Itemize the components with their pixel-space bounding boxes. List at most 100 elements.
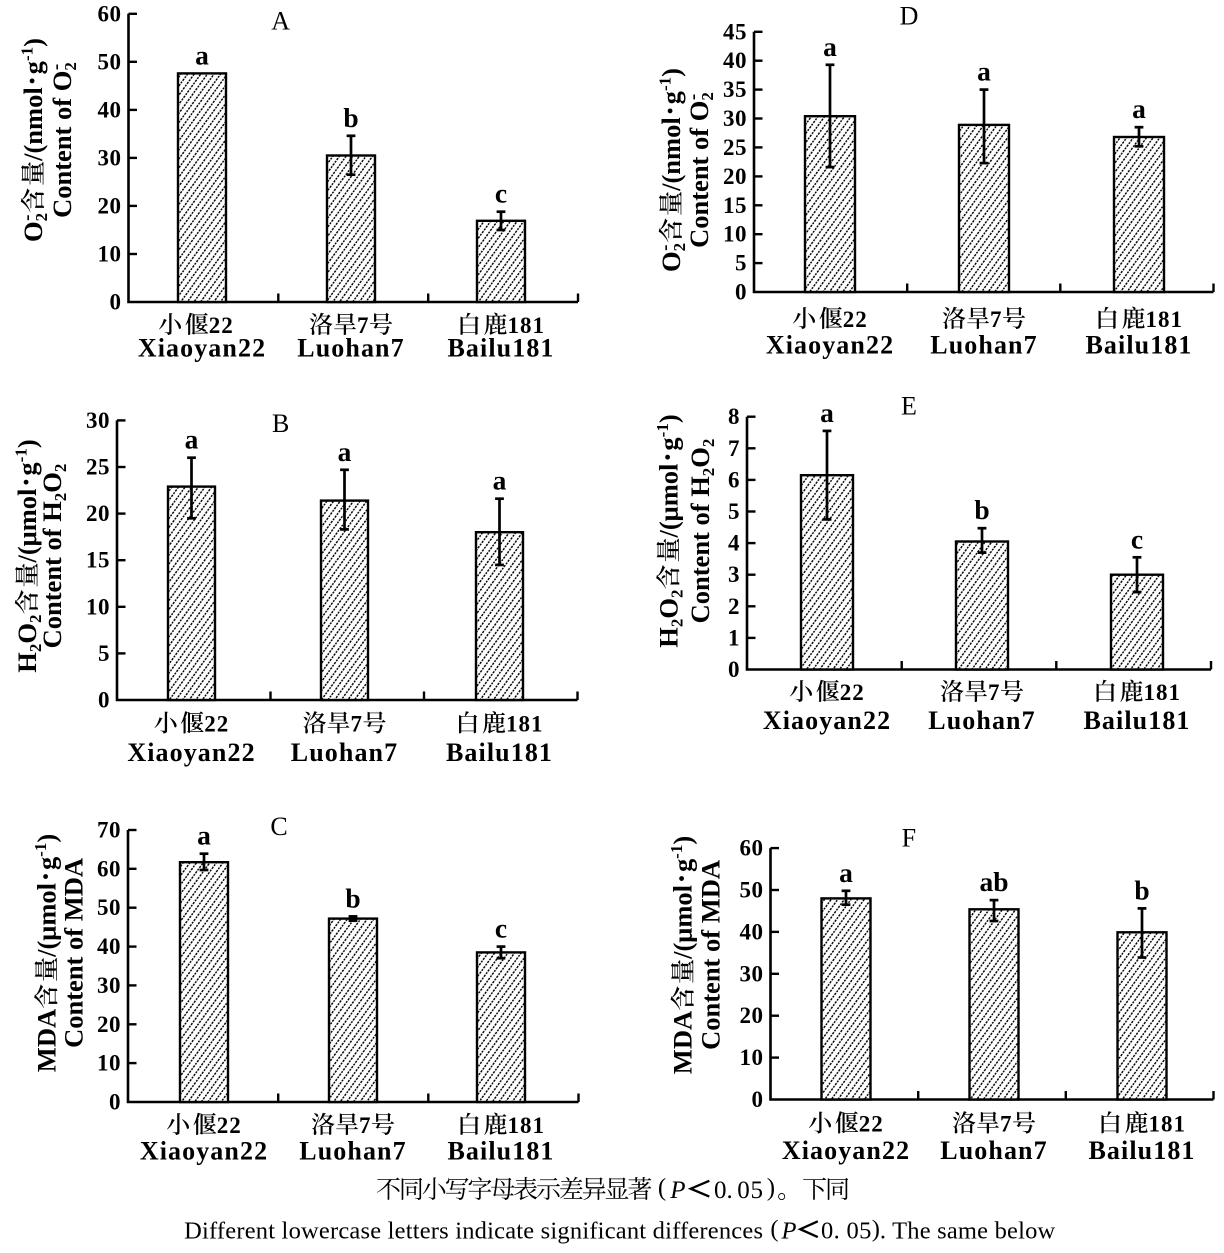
svg-text:Different lowercase letters in: Different lowercase letters indicate sig… xyxy=(184,1218,763,1245)
svg-text:): ) xyxy=(872,1216,880,1243)
svg-text:2: 2 xyxy=(698,92,717,101)
svg-text:a: a xyxy=(839,857,853,888)
svg-text:): ) xyxy=(767,1175,775,1202)
svg-text:Luohan7: Luohan7 xyxy=(930,331,1037,360)
svg-text:-: - xyxy=(654,245,675,251)
svg-text:D: D xyxy=(900,2,919,31)
svg-text:2: 2 xyxy=(51,493,70,502)
svg-text:c: c xyxy=(1131,523,1143,554)
svg-text:C: C xyxy=(270,812,287,841)
svg-text:7: 7 xyxy=(990,307,1002,332)
svg-text:0: 0 xyxy=(98,688,110,713)
svg-text:20: 20 xyxy=(86,501,110,526)
svg-text:7: 7 xyxy=(351,712,363,737)
svg-text:2: 2 xyxy=(26,644,45,653)
svg-text:Bailu181: Bailu181 xyxy=(447,1137,554,1166)
svg-text:40: 40 xyxy=(740,919,764,944)
svg-text:a: a xyxy=(185,424,199,455)
svg-text:MDA: MDA xyxy=(668,1011,698,1074)
svg-text:/(μmol: /(μmol xyxy=(12,489,42,564)
svg-text:7: 7 xyxy=(728,436,740,461)
svg-text:): ) xyxy=(31,834,61,843)
svg-text:-1: -1 xyxy=(11,448,30,462)
svg-text:5: 5 xyxy=(728,499,740,524)
svg-text:0: 0 xyxy=(110,290,122,315)
svg-text:70: 70 xyxy=(97,818,121,843)
svg-text:b: b xyxy=(974,494,989,525)
svg-text:/(μmol: /(μmol xyxy=(31,883,61,958)
svg-text:2: 2 xyxy=(61,62,80,71)
svg-text:-1: -1 xyxy=(655,77,674,91)
svg-text:P: P xyxy=(669,1177,685,1204)
svg-text:15: 15 xyxy=(86,548,110,573)
svg-text:22: 22 xyxy=(209,313,234,338)
svg-text:O: O xyxy=(37,472,67,493)
svg-text:a: a xyxy=(977,56,991,87)
svg-text:P: P xyxy=(781,1218,797,1245)
svg-text:a: a xyxy=(493,465,507,496)
svg-text:(: ( xyxy=(770,1216,778,1243)
svg-text:-1: -1 xyxy=(31,843,50,857)
svg-text:25: 25 xyxy=(86,455,110,480)
svg-text:40: 40 xyxy=(98,97,122,122)
svg-text:): ) xyxy=(12,439,42,448)
svg-text:10: 10 xyxy=(86,594,110,619)
svg-text:O: O xyxy=(653,598,683,619)
svg-text:20: 20 xyxy=(98,193,122,218)
svg-text:(: ( xyxy=(658,1175,666,1202)
svg-text:10: 10 xyxy=(740,1045,764,1070)
svg-text:Bailu181: Bailu181 xyxy=(447,334,554,363)
svg-text:H: H xyxy=(12,652,42,673)
svg-text:E: E xyxy=(901,391,917,420)
svg-text:Bailu181: Bailu181 xyxy=(446,738,553,767)
svg-text:3: 3 xyxy=(728,562,740,587)
svg-text:-: - xyxy=(46,64,67,70)
svg-text:60: 60 xyxy=(740,836,764,861)
svg-text:·: · xyxy=(29,871,62,881)
svg-text:g: g xyxy=(18,61,48,74)
svg-text:22: 22 xyxy=(217,1113,242,1138)
svg-text:Luohan7: Luohan7 xyxy=(940,1136,1047,1165)
svg-text:181: 181 xyxy=(506,712,544,737)
svg-text:0: 0 xyxy=(728,657,740,682)
svg-text:Xiaoyan22: Xiaoyan22 xyxy=(138,334,266,363)
svg-text:Xiaoyan22: Xiaoyan22 xyxy=(766,331,894,360)
svg-text:g: g xyxy=(656,91,686,104)
svg-text:/(μmol: /(μmol xyxy=(653,464,683,539)
svg-text:Bailu181: Bailu181 xyxy=(1083,706,1190,735)
svg-text:181: 181 xyxy=(508,1113,546,1138)
svg-text:6: 6 xyxy=(728,467,740,492)
svg-text:-: - xyxy=(16,215,37,221)
svg-text:): ) xyxy=(18,38,48,47)
svg-text:Luohan7: Luohan7 xyxy=(297,334,404,363)
svg-text:. The same below: . The same below xyxy=(880,1218,1056,1245)
svg-text:10: 10 xyxy=(723,222,747,247)
svg-text:40: 40 xyxy=(97,934,121,959)
svg-text:181: 181 xyxy=(1146,307,1184,332)
svg-text:g: g xyxy=(12,462,42,475)
svg-text:4: 4 xyxy=(728,531,740,556)
svg-text:): ) xyxy=(656,68,686,77)
svg-text:Content of O: Content of O xyxy=(684,101,714,248)
svg-text:O: O xyxy=(12,623,42,644)
svg-text:0: 0 xyxy=(752,1087,764,1112)
svg-text:50: 50 xyxy=(97,895,121,920)
svg-text:B: B xyxy=(272,409,289,438)
svg-text:30: 30 xyxy=(98,145,122,170)
svg-text:/(μmol: /(μmol xyxy=(668,885,698,960)
svg-text:7: 7 xyxy=(357,313,369,338)
svg-text:2: 2 xyxy=(699,468,718,477)
svg-text:Luohan7: Luohan7 xyxy=(299,1137,406,1166)
svg-text:O: O xyxy=(656,251,686,272)
svg-text:Content of H: Content of H xyxy=(685,476,715,624)
svg-text:2: 2 xyxy=(32,213,51,222)
svg-text:F: F xyxy=(902,824,916,853)
svg-text:-1: -1 xyxy=(667,845,686,859)
svg-text:/(nmol: /(nmol xyxy=(18,87,48,162)
svg-text:10: 10 xyxy=(98,242,122,267)
svg-text:2: 2 xyxy=(26,615,45,624)
svg-text:25: 25 xyxy=(723,135,747,160)
svg-text:O: O xyxy=(18,221,48,242)
svg-text:-1: -1 xyxy=(653,423,672,437)
svg-text:·: · xyxy=(651,452,684,462)
